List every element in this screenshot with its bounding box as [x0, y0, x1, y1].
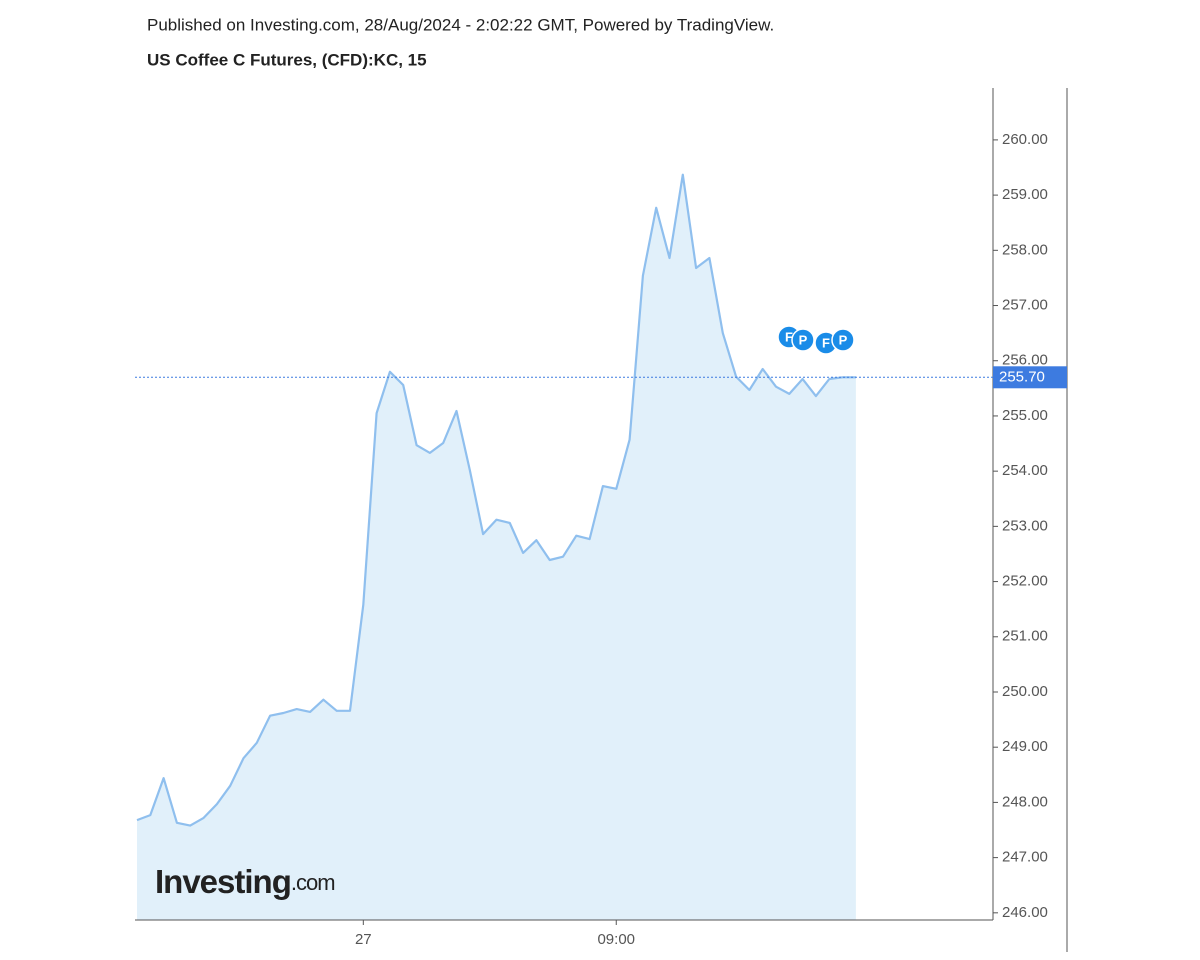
last-price-box [993, 366, 1067, 389]
y-tick-label: 254.00 [1002, 462, 1048, 479]
event-marker-label: P [839, 332, 848, 347]
y-tick-label: 260.00 [1002, 131, 1048, 148]
y-tick-label: 258.00 [1002, 241, 1048, 258]
watermark-suffix: .com [291, 870, 335, 895]
y-tick-label: 248.00 [1002, 793, 1048, 810]
y-tick-label: 251.00 [1002, 628, 1048, 645]
chart-title: US Coffee C Futures, (CFD):KC, 15 [147, 50, 427, 69]
last-price-label: 255.70 [999, 368, 1045, 385]
event-marker-label: F [785, 329, 793, 344]
event-marker [831, 328, 855, 352]
y-tick-label: 250.00 [1002, 683, 1048, 700]
chart-subtitle: Published on Investing.com, 28/Aug/2024 … [147, 15, 774, 34]
y-tick-label: 255.00 [1002, 407, 1048, 424]
y-tick-label: 253.00 [1002, 517, 1048, 534]
watermark: Investing.com [155, 863, 335, 900]
y-tick-label: 249.00 [1002, 738, 1048, 755]
event-marker-label: P [799, 332, 808, 347]
event-marker [791, 328, 815, 352]
y-tick-label: 259.00 [1002, 186, 1048, 203]
y-tick-label: 257.00 [1002, 296, 1048, 313]
area-fill [136, 174, 856, 920]
y-tick-label: 252.00 [1002, 573, 1048, 590]
x-tick-label: 09:00 [597, 931, 635, 948]
y-tick-label: 247.00 [1002, 849, 1048, 866]
plot-area [136, 173, 856, 920]
watermark-main: Investing [155, 863, 291, 900]
x-tick-label: 27 [355, 931, 372, 948]
event-marker-label: F [822, 335, 830, 350]
y-tick-label: 246.00 [1002, 904, 1048, 921]
price-line [136, 173, 856, 827]
y-tick-label: 256.00 [1002, 352, 1048, 369]
